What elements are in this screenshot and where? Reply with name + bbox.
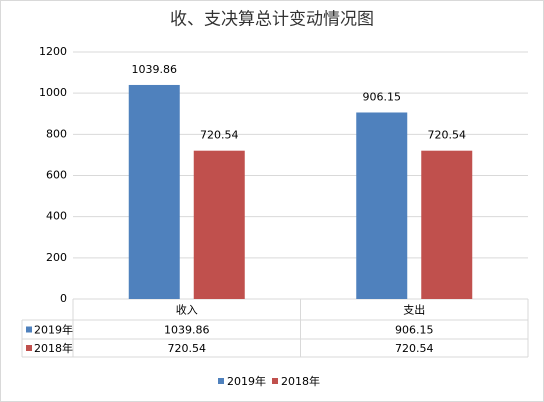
y-tick-label: 1200 (39, 45, 67, 58)
table-cell: 720.54 (395, 342, 434, 355)
table-cell: 720.54 (168, 342, 207, 355)
legend-swatch (272, 378, 278, 384)
legend-label: 2018年 (281, 374, 320, 388)
y-tick-label: 200 (46, 251, 67, 264)
data-label: 906.15 (363, 90, 402, 103)
bar (356, 112, 408, 299)
legend-swatch (218, 378, 224, 384)
data-label: 720.54 (200, 129, 239, 142)
table-swatch (26, 345, 32, 351)
bar (421, 150, 473, 299)
legend-label: 2019年 (227, 374, 266, 388)
table-swatch (26, 326, 32, 333)
y-tick-label: 0 (60, 292, 67, 305)
bar (128, 84, 180, 299)
table-row-header: 2019年 (34, 323, 73, 337)
chart-title: 收、支决算总计变动情况图 (170, 10, 374, 30)
y-tick-label: 800 (46, 127, 67, 140)
table-row-header: 2018年 (34, 341, 73, 355)
x-tick-label: 收入 (176, 303, 198, 317)
table-cell: 906.15 (395, 324, 434, 337)
bar (193, 150, 245, 299)
y-tick-label: 600 (46, 169, 67, 182)
y-tick-label: 1000 (39, 86, 67, 99)
y-tick-label: 400 (46, 210, 67, 223)
data-label: 720.54 (428, 129, 467, 142)
table-cell: 1039.86 (164, 324, 210, 337)
data-label: 1039.86 (132, 63, 178, 76)
x-tick-label: 支出 (403, 303, 425, 317)
